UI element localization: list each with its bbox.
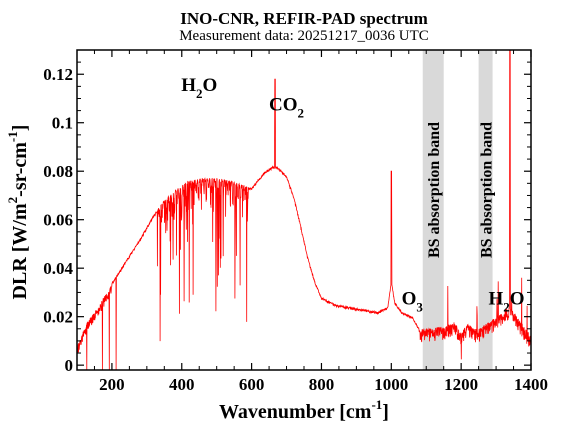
x-tick-label: 800 <box>309 375 335 394</box>
y-axis-ticks: 0 0.02 0.04 0.06 0.08 0.1 0.12 <box>43 61 531 375</box>
absorption-bands: BS absorption band BS absorption band <box>422 50 496 370</box>
x-axis-label: Wavenumber [cm-1] <box>219 397 389 423</box>
absorption-band-label-1: BS absorption band <box>426 122 443 258</box>
x-axis-label-sup: -1 <box>371 397 382 412</box>
chart-title: INO-CNR, REFIR-PAD spectrum <box>180 9 428 28</box>
y-tick-label: 0.06 <box>43 211 73 230</box>
annotation-main: H <box>489 289 504 310</box>
annotation-sub: 2 <box>298 106 305 121</box>
annotation-4: H2O <box>489 289 525 315</box>
x-axis-ticks: 200 400 600 800 1000 1200 1400 <box>76 50 548 394</box>
annotation-3: O3 <box>402 289 424 315</box>
annotation-sub: 3 <box>416 300 423 315</box>
y-tick-label: 0.04 <box>43 259 73 278</box>
y-tick-label: 0.1 <box>52 114 73 133</box>
absorption-band-label-2: BS absorption band <box>479 122 496 258</box>
y-axis-label: DLR [W/m2-sr-cm-1] <box>5 125 31 300</box>
x-axis-label-main: Wavenumber [cm <box>219 401 372 423</box>
annotation-sub: 2 <box>503 300 510 315</box>
annotation-tail: O <box>510 289 525 310</box>
y-tick-label: 0.02 <box>43 308 73 327</box>
absorption-band-1 <box>422 50 444 370</box>
x-tick-label: 200 <box>99 375 125 394</box>
absorption-band-2 <box>478 50 493 370</box>
spectrum-line <box>76 49 532 371</box>
x-axis-label-tail: ] <box>382 401 389 423</box>
y-axis-label-tail: ] <box>9 125 31 132</box>
plot-frame <box>76 49 532 371</box>
annotation-1: H2O <box>181 75 217 101</box>
y-tick-label: 0.08 <box>43 162 73 181</box>
annotation-2: CO2 <box>269 95 304 121</box>
y-tick-label: 0.12 <box>43 65 73 84</box>
y-axis-label-mid: -sr-cm <box>9 142 31 197</box>
spectrum-series <box>76 49 532 371</box>
chart-subtitle: Measurement data: 20251217_0036 UTC <box>179 28 429 44</box>
annotation-main: CO <box>269 95 298 116</box>
y-axis-label-sup2: -1 <box>5 131 20 142</box>
y-tick-label: 0 <box>65 356 74 375</box>
x-tick-label: 1000 <box>374 375 408 394</box>
x-tick-label: 600 <box>239 375 265 394</box>
annotation-sub: 2 <box>196 86 203 101</box>
x-tick-label: 400 <box>169 375 195 394</box>
y-axis-label-sup1: 2 <box>5 197 20 204</box>
annotation-main: H <box>181 75 196 96</box>
y-axis-label-pre: DLR [W/m <box>9 203 31 299</box>
x-tick-label: 1200 <box>444 375 478 394</box>
annotation-tail: O <box>202 75 217 96</box>
x-tick-label: 1400 <box>514 375 548 394</box>
annotation-main: O <box>402 289 417 310</box>
